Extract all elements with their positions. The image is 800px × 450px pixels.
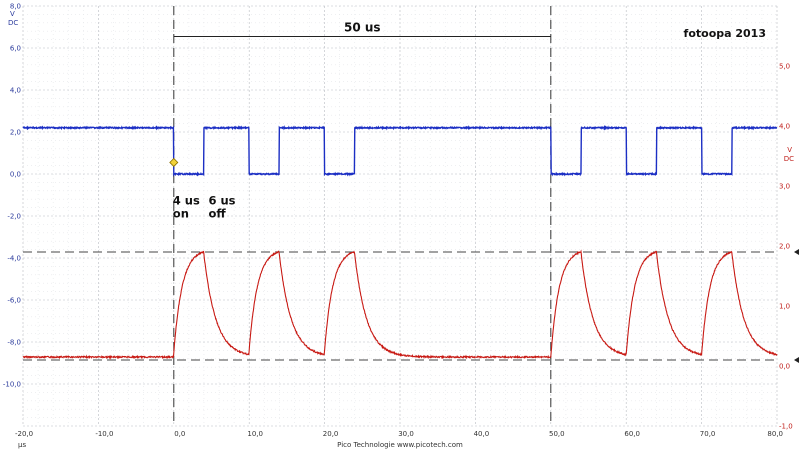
x-axis-tick-label: 10,0: [247, 430, 263, 438]
off-time-label-line: 6 us: [208, 193, 235, 207]
channel-a-trace: [22, 125, 778, 177]
x-axis-unit: µs: [18, 441, 26, 449]
footer-label: Pico Technologie www.picotech.com: [337, 441, 463, 449]
left-axis-tick-label: 6,0: [10, 45, 21, 53]
right-axis-tick-label: 5,0: [779, 63, 790, 71]
cursor-marker-icon: [794, 249, 799, 255]
right-axis-tick-label: 0,0: [779, 363, 790, 371]
left-axis-tick-label: -8,0: [7, 339, 21, 347]
x-axis-tick-label: 20,0: [323, 430, 339, 438]
x-axis-tick-label: 70,0: [700, 430, 716, 438]
on-time-label-line: on: [173, 206, 189, 220]
x-axis-tick-label: 40,0: [474, 430, 490, 438]
x-axis-tick-label: 60,0: [624, 430, 640, 438]
trigger-marker-icon: [169, 157, 179, 168]
traces: [22, 125, 778, 360]
axes: VDC8,06,04,02,00,0-2,0-4,0-6,0-8,0-10,0V…: [3, 3, 794, 450]
x-axis-tick-label: 50,0: [549, 430, 565, 438]
off-time-label-line: off: [208, 206, 226, 220]
right-axis-tick-label: 4,0: [779, 123, 790, 131]
on-time-label-line: 4 us: [173, 193, 200, 207]
right-axis-tick-label: 1,0: [779, 303, 790, 311]
right-axis-unit: V: [787, 146, 792, 154]
period-label: 50 us: [344, 20, 381, 34]
grid: [22, 5, 778, 427]
left-axis-coupling: DC: [8, 19, 18, 27]
left-axis-tick-label: 4,0: [10, 87, 21, 95]
watermark-label: fotoopa 2013: [684, 27, 766, 40]
left-axis-tick-label: 0,0: [10, 171, 21, 179]
x-axis-tick-label: -20,0: [15, 430, 33, 438]
left-axis-tick-label: -6,0: [7, 297, 21, 305]
x-axis-tick-label: -10,0: [95, 430, 113, 438]
left-axis-tick-label: 2,0: [10, 129, 21, 137]
right-axis-tick-label: 2,0: [779, 243, 790, 251]
x-axis-tick-label: 30,0: [398, 430, 414, 438]
channel-b-trace: [22, 249, 778, 360]
left-axis-unit: V: [10, 10, 15, 18]
x-axis-tick-label: 80,0: [767, 430, 783, 438]
left-axis-tick-label: -10,0: [3, 381, 21, 389]
right-axis-coupling: DC: [784, 155, 794, 163]
left-axis-tick-label: -2,0: [7, 213, 21, 221]
left-axis-tick-label: -4,0: [7, 255, 21, 263]
x-axis-tick-label: 0,0: [174, 430, 185, 438]
right-axis-tick-label: 3,0: [779, 183, 790, 191]
cursor-marker-icon: [794, 357, 799, 363]
left-axis-tick-label: 8,0: [10, 3, 21, 11]
right-axis-tick-label: -1,0: [779, 423, 793, 431]
